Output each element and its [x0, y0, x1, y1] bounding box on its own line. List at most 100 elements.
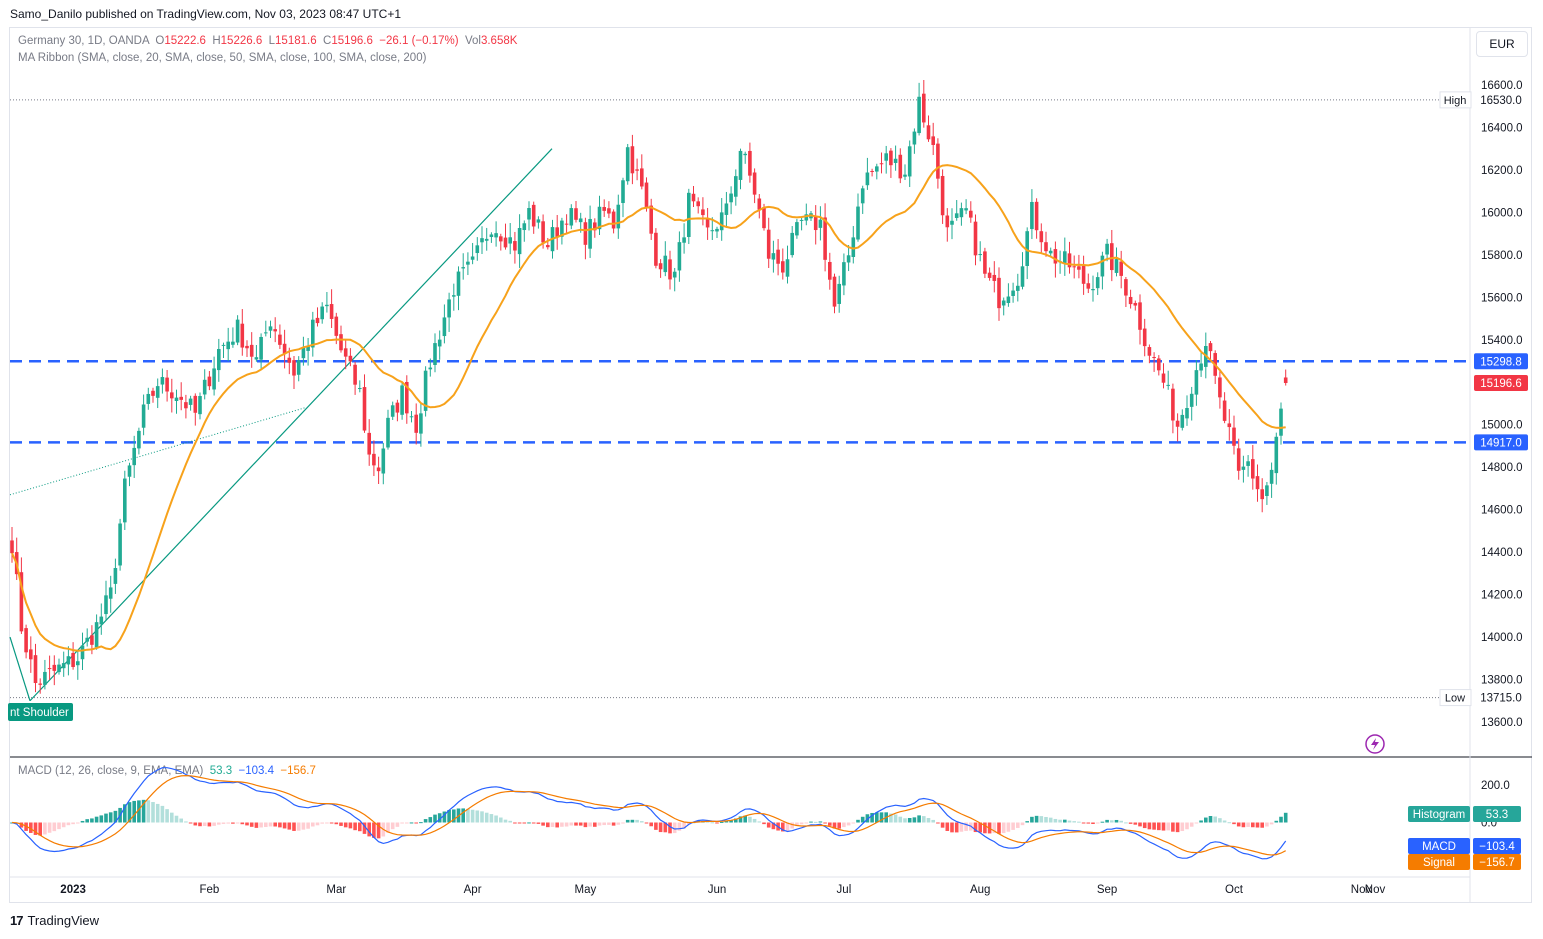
footer-brand: TradingView [27, 913, 100, 928]
macd-hist-bar [912, 817, 917, 823]
candle-body [146, 393, 151, 404]
macd-hist-bar [372, 822, 376, 838]
price-tick-label: 15400.0 [1481, 335, 1523, 347]
candle-body [85, 637, 89, 642]
candle-body [790, 232, 794, 256]
macd-hist-bar [536, 822, 541, 824]
macd-hist-bar [489, 814, 494, 823]
macd-hist-bar [334, 822, 339, 825]
candle-body [480, 238, 484, 243]
candle-body [456, 271, 461, 296]
candle-body [1081, 265, 1086, 284]
candle-body [1100, 255, 1105, 277]
candle-body [123, 478, 127, 523]
macd-hist-bar [903, 818, 907, 823]
price-tick-label: 15600.0 [1481, 292, 1523, 304]
macd-hist-bar [1199, 820, 1203, 823]
candle-body [141, 404, 146, 428]
candle-body [1222, 400, 1227, 421]
candle-body [898, 154, 903, 179]
candle-body [729, 193, 733, 203]
support-value-box [1474, 434, 1528, 451]
candle-body [329, 304, 334, 319]
candle-body [1072, 266, 1076, 268]
candle-body [1232, 427, 1236, 446]
signal-value: −156.7 [1479, 857, 1515, 869]
macd-hist-bar [1039, 816, 1044, 823]
macd-legend[interactable]: MACD (12, 26, close, 9, EMA, EMA) 53.3 −… [18, 765, 316, 777]
candle-body [198, 396, 202, 415]
candle-body [433, 343, 437, 365]
macd-hist-bar [113, 810, 118, 823]
macd-hist-bar [954, 822, 959, 833]
macd-hist-bar [936, 822, 940, 824]
macd-hist-bar [687, 822, 691, 825]
macd-hist-bar [1048, 817, 1053, 823]
candle-body [221, 344, 226, 346]
candle-body [367, 432, 371, 455]
candle-body [875, 166, 879, 172]
candle-body [889, 150, 893, 166]
candle-body [127, 465, 132, 477]
macd-hist-bar [353, 822, 357, 831]
candle-body [531, 204, 536, 227]
macd-hist-bar [978, 822, 982, 833]
candle-body [677, 242, 682, 271]
candle-body [1199, 363, 1203, 371]
candle-body [184, 402, 188, 409]
candle-body [348, 355, 353, 362]
indicator-legend[interactable]: MA Ribbon (SMA, close, 20, SMA, close, 5… [18, 52, 427, 64]
time-tick-label: Feb [199, 884, 219, 896]
macd-hist-bar [71, 822, 75, 825]
candle-body [108, 587, 113, 599]
candle-body [879, 163, 884, 165]
macd-hist-bar [108, 812, 113, 823]
macd-hist-bar [99, 815, 104, 823]
macd-hist-bar [245, 822, 249, 826]
macd-hist-bar [301, 822, 306, 830]
macd-hist-bar [433, 814, 437, 823]
ma-ribbon-line [11, 164, 1286, 652]
last-price-value: 15196.6 [1480, 378, 1522, 390]
macd-hist-bar [311, 822, 315, 827]
macd-hist-bar [90, 818, 94, 823]
ohlc-change: −26.1 (−0.17%) [379, 35, 459, 47]
signal-label-box [1408, 854, 1470, 870]
price-tick-label: 16200.0 [1481, 165, 1523, 177]
macd-value-box [1473, 838, 1521, 854]
macd-hist-bar [578, 822, 583, 826]
ohlc-high: 15226.6 [220, 35, 263, 47]
candle-body [1001, 300, 1006, 306]
candle-body [151, 390, 155, 396]
candle-body [597, 206, 602, 230]
macd-hist-bar [104, 813, 108, 823]
macd-hist-bar [151, 802, 155, 823]
tradingview-logo-icon: 17 [10, 913, 24, 928]
candle-body [734, 176, 738, 197]
candle-body [1133, 302, 1138, 306]
candle-body [428, 367, 433, 370]
symbol-legend[interactable]: Germany 30, 1D, OANDA O15222.6 H15226.6 … [18, 35, 518, 47]
candle-body [1067, 253, 1072, 268]
candle-body [1255, 476, 1260, 490]
macd-hist-bar [799, 822, 804, 825]
candle-body [785, 259, 790, 277]
macd-hist-bar [945, 822, 950, 831]
macd-hist-bar [527, 822, 531, 824]
candle-body [513, 241, 517, 251]
candle-body [583, 222, 588, 245]
macd-hist-bar [983, 822, 987, 834]
macd-hist-bar [1274, 820, 1279, 823]
candle-body [372, 453, 376, 466]
candle-body [903, 174, 907, 177]
macd-value: −103.4 [1479, 841, 1515, 853]
macd-hist-bar [668, 822, 672, 834]
currency-button[interactable]: EUR [1476, 31, 1528, 57]
candle-body [282, 343, 287, 354]
macd-hist-bar [795, 822, 799, 827]
low-label-box [1439, 689, 1472, 707]
candle-body [461, 267, 465, 269]
macd-hist-bar [771, 822, 776, 830]
macd-hist-bar [52, 822, 57, 832]
